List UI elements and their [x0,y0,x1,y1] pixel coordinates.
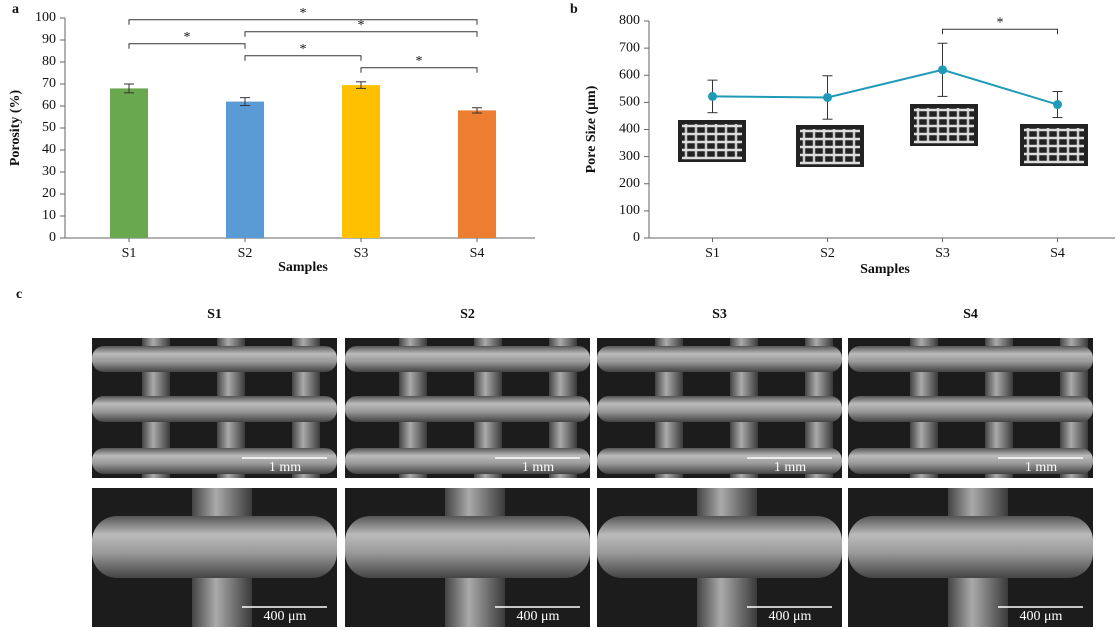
point [938,65,947,75]
y-tick-label: 500 [619,95,640,110]
sem-fiber [597,346,842,372]
significance-label: * [997,15,1004,30]
scale-bar-label: 1 mm [774,460,806,475]
y-tick-label: 10 [42,208,56,223]
y-tick-label: 50 [42,120,56,135]
y-tick-label: 600 [619,67,640,82]
significance-bracket [128,43,246,49]
sem-fiber [597,516,842,578]
significance-bracket [360,67,478,73]
bar [110,88,148,239]
y-tick-label: 0 [633,230,640,245]
significance-bracket [942,28,1058,35]
scale-bar-label: 400 μm [769,609,812,624]
panel-label: a [12,2,19,17]
sem-fiber [345,396,590,422]
y-tick-label: 200 [619,176,640,191]
panel-label: c [16,287,22,302]
y-axis-label: Pore Size (μm) [584,85,599,173]
bar [458,110,496,238]
point [708,91,717,101]
scale-bar-label: 1 mm [269,460,301,475]
y-tick-label: 700 [619,40,640,55]
y-tick-label: 40 [42,142,56,157]
sem-fiber [848,396,1093,422]
y-tick-label: 400 [619,122,640,137]
bar [226,101,264,238]
sem-fiber [345,448,590,474]
y-tick-label: 800 [619,13,640,28]
x-tick-label: S4 [470,246,485,261]
x-axis-label: Samples [860,262,910,277]
point [1053,100,1062,110]
panel-label: b [570,2,578,17]
significance-label: * [300,42,307,57]
significance-bracket [128,19,478,25]
sem-fiber [848,346,1093,372]
scale-bar-label: 1 mm [1025,460,1057,475]
y-tick-label: 30 [42,164,56,179]
sem-fiber [848,448,1093,474]
significance-label: * [184,30,191,45]
sem-fiber [597,448,842,474]
column-label: S2 [460,307,475,322]
sem-fiber [92,516,337,578]
x-tick-label: S2 [820,246,835,261]
column-label: S1 [207,307,222,322]
x-axis-label: Samples [278,260,328,275]
scale-bar-label: 400 μm [517,609,560,624]
point [823,92,832,102]
y-tick-label: 100 [619,203,640,218]
x-tick-label: S1 [705,246,720,261]
sem-fiber [92,396,337,422]
y-tick-label: 300 [619,149,640,164]
y-tick-label: 70 [42,76,56,91]
significance-label: * [300,6,307,21]
x-tick-label: S1 [122,246,137,261]
y-tick-label: 60 [42,98,56,113]
y-tick-label: 0 [49,230,56,245]
sem-fiber [848,516,1093,578]
y-tick-label: 90 [42,32,56,47]
x-tick-label: S2 [238,246,253,261]
scale-bar-label: 400 μm [264,609,307,624]
x-tick-label: S3 [935,246,950,261]
bar [342,85,380,238]
sem-fiber [345,346,590,372]
significance-label: * [416,54,423,69]
sem-fiber [597,396,842,422]
y-tick-label: 80 [42,54,56,69]
y-axis-label: Porosity (%) [8,89,23,166]
line [712,68,1058,106]
x-tick-label: S4 [1050,246,1065,261]
column-label: S4 [963,307,978,322]
significance-label: * [358,18,365,33]
scale-bar-label: 1 mm [522,460,554,475]
sem-fiber [92,346,337,372]
scale-bar-label: 400 μm [1020,609,1063,624]
y-tick-label: 100 [35,10,56,25]
column-label: S3 [712,307,727,322]
sem-fiber [345,516,590,578]
sem-fiber [92,448,337,474]
significance-bracket [244,31,478,37]
y-tick-label: 20 [42,186,56,201]
significance-bracket [244,55,362,61]
x-tick-label: S3 [354,246,369,261]
